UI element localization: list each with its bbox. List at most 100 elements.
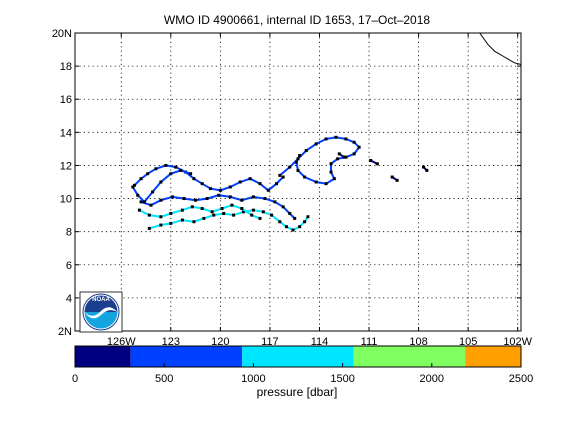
profile-marker bbox=[352, 152, 356, 156]
profile-marker bbox=[291, 228, 295, 232]
profile-marker bbox=[240, 206, 244, 210]
profile-marker bbox=[222, 211, 226, 215]
y-tick-label: 14 bbox=[60, 127, 72, 139]
map-plot-area: 126W 123 120 117 114 111 108 105 102W 2N 4 6 8 10 12 14… bbox=[52, 28, 533, 348]
profile-marker bbox=[139, 200, 143, 204]
profile-marker bbox=[314, 142, 318, 146]
profile-marker bbox=[281, 205, 285, 209]
profile-marker bbox=[278, 173, 282, 177]
colorbar-tick-label: 2000 bbox=[420, 373, 444, 385]
profile-marker bbox=[159, 215, 163, 219]
profile-marker bbox=[190, 205, 194, 209]
profile-marker bbox=[139, 177, 143, 181]
profile-marker bbox=[159, 180, 163, 184]
profile-marker bbox=[324, 137, 328, 141]
coastline bbox=[479, 32, 522, 65]
profile-marker bbox=[266, 188, 270, 192]
colorbar-band bbox=[130, 346, 243, 367]
y-tick-label: 4 bbox=[66, 293, 72, 305]
y-tick-label: 12 bbox=[60, 160, 72, 172]
colorbar-tick-label: 2500 bbox=[509, 373, 533, 385]
profile-marker bbox=[375, 162, 379, 166]
profile-marker bbox=[136, 193, 140, 197]
profile-marker bbox=[303, 175, 307, 179]
profile-marker bbox=[293, 216, 297, 220]
profile-marker bbox=[169, 221, 173, 225]
profile-marker bbox=[174, 165, 178, 169]
profile-marker bbox=[220, 206, 224, 210]
profile-marker bbox=[395, 178, 399, 182]
profile-marker bbox=[149, 203, 153, 207]
profile-marker bbox=[192, 177, 196, 181]
profile-marker bbox=[202, 216, 206, 220]
profile-marker bbox=[131, 185, 135, 189]
x-tick-label: 126W bbox=[107, 336, 136, 348]
profile-marker bbox=[352, 140, 356, 144]
y-tick-label: 20N bbox=[52, 28, 72, 40]
profile-marker bbox=[169, 172, 173, 176]
profile-marker bbox=[357, 145, 361, 149]
profile-marker bbox=[329, 170, 333, 174]
colorbar-band bbox=[75, 346, 131, 367]
float-track bbox=[140, 194, 296, 220]
profile-marker bbox=[344, 155, 348, 159]
y-tick-label: 6 bbox=[66, 260, 72, 272]
profile-marker bbox=[281, 175, 285, 179]
colorbar-band bbox=[353, 346, 466, 367]
profile-marker bbox=[278, 220, 282, 224]
y-tick-label: 2N bbox=[58, 326, 72, 338]
profile-marker bbox=[241, 210, 245, 214]
colorbar-tick-label: 1500 bbox=[330, 373, 354, 385]
profile-marker bbox=[284, 225, 288, 229]
profile-marker bbox=[275, 182, 279, 186]
x-tick-label: 120 bbox=[211, 336, 229, 348]
map-title: WMO ID 4900661, internal ID 1653, 17–Oct… bbox=[164, 13, 430, 27]
profile-marker bbox=[151, 190, 155, 194]
profile-marker bbox=[304, 149, 308, 153]
profile-marker bbox=[192, 220, 196, 224]
profile-marker bbox=[210, 210, 214, 214]
profile-marker bbox=[251, 208, 255, 212]
profile-marker bbox=[132, 183, 136, 187]
profile-marker bbox=[228, 185, 232, 189]
profile-marker bbox=[298, 154, 302, 158]
profile-marker bbox=[200, 182, 204, 186]
profile-marker bbox=[146, 172, 150, 176]
profile-marker bbox=[306, 215, 310, 219]
pressure-colorbar: 0 500 1000 1500 2000 2500 bbox=[72, 345, 533, 385]
profile-marker bbox=[218, 188, 222, 192]
profile-marker bbox=[159, 198, 163, 202]
profile-marker bbox=[179, 168, 183, 172]
y-tick-label: 8 bbox=[66, 227, 72, 239]
profile-marker bbox=[334, 135, 338, 139]
profile-marker bbox=[147, 213, 151, 217]
profile-marker bbox=[425, 168, 429, 172]
profile-marker bbox=[270, 213, 274, 217]
profile-marker bbox=[180, 208, 184, 212]
profile-marker bbox=[258, 182, 262, 186]
profile-marker bbox=[261, 210, 265, 214]
profile-marker bbox=[137, 208, 141, 212]
x-tick-label: 123 bbox=[162, 336, 180, 348]
y-tick-label: 18 bbox=[60, 61, 72, 73]
x-tick-label: 105 bbox=[459, 336, 477, 348]
x-tick-label: 114 bbox=[311, 336, 329, 348]
profile-marker bbox=[258, 216, 262, 220]
profile-marker bbox=[390, 175, 394, 179]
profile-marker bbox=[332, 177, 336, 181]
profile-marker bbox=[273, 200, 277, 204]
y-tick-label: 10 bbox=[60, 194, 72, 206]
profile-marker bbox=[217, 193, 221, 197]
profile-marker bbox=[230, 203, 234, 207]
x-tick-label: 111 bbox=[361, 336, 378, 348]
profile-marker bbox=[336, 157, 340, 161]
profile-marker bbox=[212, 213, 216, 217]
svg-text:NOAA: NOAA bbox=[92, 297, 110, 303]
profile-marker bbox=[342, 155, 346, 159]
colorbar-label: pressure [dbar] bbox=[257, 385, 338, 399]
profile-marker bbox=[288, 165, 292, 169]
x-tick-label: 117 bbox=[261, 336, 279, 348]
profile-marker bbox=[329, 162, 333, 166]
colorbar-tick-label: 0 bbox=[72, 373, 78, 385]
profile-marker bbox=[263, 197, 267, 201]
